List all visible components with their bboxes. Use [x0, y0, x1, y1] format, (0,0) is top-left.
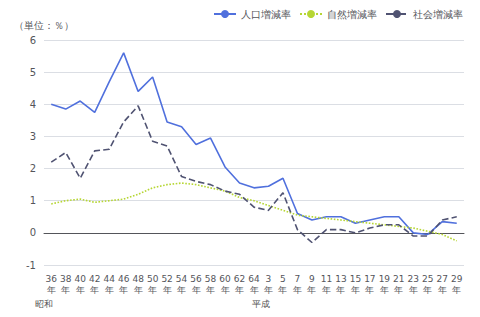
svg-text:年: 年 — [90, 285, 99, 295]
svg-text:年: 年 — [278, 285, 287, 295]
svg-text:9: 9 — [309, 274, 315, 284]
svg-text:29: 29 — [451, 274, 463, 284]
svg-text:25: 25 — [422, 274, 433, 284]
svg-text:3: 3 — [266, 274, 272, 284]
svg-text:年: 年 — [322, 285, 331, 295]
svg-text:年: 年 — [380, 285, 389, 295]
svg-text:年: 年 — [409, 285, 418, 295]
svg-text:5: 5 — [30, 67, 36, 78]
svg-text:6: 6 — [30, 35, 36, 46]
svg-text:23: 23 — [408, 274, 419, 284]
svg-text:0: 0 — [30, 227, 36, 238]
svg-text:年: 年 — [76, 285, 85, 295]
svg-text:年: 年 — [293, 285, 302, 295]
svg-text:年: 年 — [61, 285, 70, 295]
svg-text:年: 年 — [250, 285, 259, 295]
svg-text:48: 48 — [132, 274, 144, 284]
svg-text:27: 27 — [437, 274, 448, 284]
svg-text:56: 56 — [190, 274, 202, 284]
svg-text:昭和: 昭和 — [35, 299, 53, 309]
svg-text:年: 年 — [307, 285, 316, 295]
svg-text:年: 年 — [47, 285, 56, 295]
svg-text:42: 42 — [89, 274, 100, 284]
svg-text:年: 年 — [105, 285, 114, 295]
svg-text:年: 年 — [394, 285, 403, 295]
svg-text:年: 年 — [235, 285, 244, 295]
svg-text:44: 44 — [103, 274, 115, 284]
svg-text:60: 60 — [219, 274, 231, 284]
svg-text:平成: 平成 — [252, 299, 270, 309]
svg-text:52: 52 — [161, 274, 172, 284]
svg-text:年: 年 — [163, 285, 172, 295]
svg-text:年: 年 — [452, 285, 461, 295]
svg-text:年: 年 — [206, 285, 215, 295]
svg-text:13: 13 — [335, 274, 346, 284]
svg-text:年: 年 — [351, 285, 360, 295]
svg-text:年: 年 — [365, 285, 374, 295]
svg-text:年: 年 — [177, 285, 186, 295]
svg-text:5: 5 — [280, 274, 286, 284]
svg-text:36: 36 — [46, 274, 58, 284]
svg-text:年: 年 — [221, 285, 230, 295]
svg-text:54: 54 — [176, 274, 188, 284]
svg-text:40: 40 — [74, 274, 86, 284]
svg-text:2: 2 — [30, 163, 36, 174]
svg-text:1: 1 — [30, 195, 36, 206]
svg-text:年: 年 — [423, 285, 432, 295]
svg-text:46: 46 — [118, 274, 130, 284]
svg-text:年: 年 — [336, 285, 345, 295]
svg-text:（単位：％）: （単位：％） — [14, 20, 74, 31]
svg-text:年: 年 — [264, 285, 273, 295]
svg-text:19: 19 — [379, 274, 391, 284]
svg-text:年: 年 — [134, 285, 143, 295]
svg-text:年: 年 — [148, 285, 157, 295]
svg-text:人口増減率: 人口増減率 — [241, 9, 291, 20]
svg-text:11: 11 — [321, 274, 332, 284]
svg-text:15: 15 — [350, 274, 361, 284]
svg-text:社会増減率: 社会増減率 — [413, 9, 463, 20]
svg-text:50: 50 — [147, 274, 159, 284]
svg-text:58: 58 — [205, 274, 217, 284]
svg-text:62: 62 — [234, 274, 245, 284]
svg-text:3: 3 — [30, 131, 36, 142]
svg-text:38: 38 — [60, 274, 72, 284]
svg-text:21: 21 — [393, 274, 404, 284]
svg-text:年: 年 — [119, 285, 128, 295]
svg-text:4: 4 — [30, 99, 36, 110]
svg-text:年: 年 — [438, 285, 447, 295]
svg-text:自然増減率: 自然増減率 — [327, 9, 377, 20]
svg-text:17: 17 — [364, 274, 375, 284]
svg-text:-1: -1 — [26, 260, 36, 271]
svg-text:年: 年 — [192, 285, 201, 295]
svg-text:64: 64 — [248, 274, 260, 284]
svg-text:7: 7 — [295, 274, 301, 284]
